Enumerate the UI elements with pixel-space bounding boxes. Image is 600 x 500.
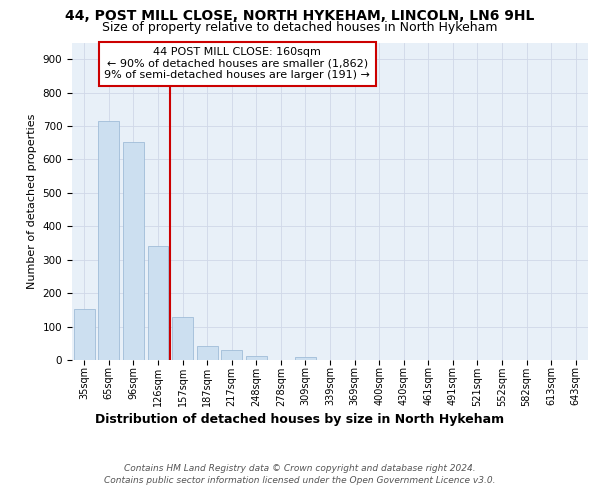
Bar [98,121,119,360]
Bar [246,356,267,360]
Text: Contains public sector information licensed under the Open Government Licence v3: Contains public sector information licen… [104,476,496,485]
Bar [197,346,218,360]
Text: 44 POST MILL CLOSE: 160sqm
← 90% of detached houses are smaller (1,862)
9% of se: 44 POST MILL CLOSE: 160sqm ← 90% of deta… [104,48,370,80]
Bar [221,350,242,360]
Text: Contains HM Land Registry data © Crown copyright and database right 2024.: Contains HM Land Registry data © Crown c… [124,464,476,473]
Bar [172,317,193,360]
Bar [295,358,316,360]
Text: 44, POST MILL CLOSE, NORTH HYKEHAM, LINCOLN, LN6 9HL: 44, POST MILL CLOSE, NORTH HYKEHAM, LINC… [65,9,535,23]
Bar [123,142,144,360]
Text: Size of property relative to detached houses in North Hykeham: Size of property relative to detached ho… [102,21,498,34]
Bar [148,246,169,360]
Text: Distribution of detached houses by size in North Hykeham: Distribution of detached houses by size … [95,412,505,426]
Bar [74,309,95,360]
Y-axis label: Number of detached properties: Number of detached properties [27,114,37,289]
